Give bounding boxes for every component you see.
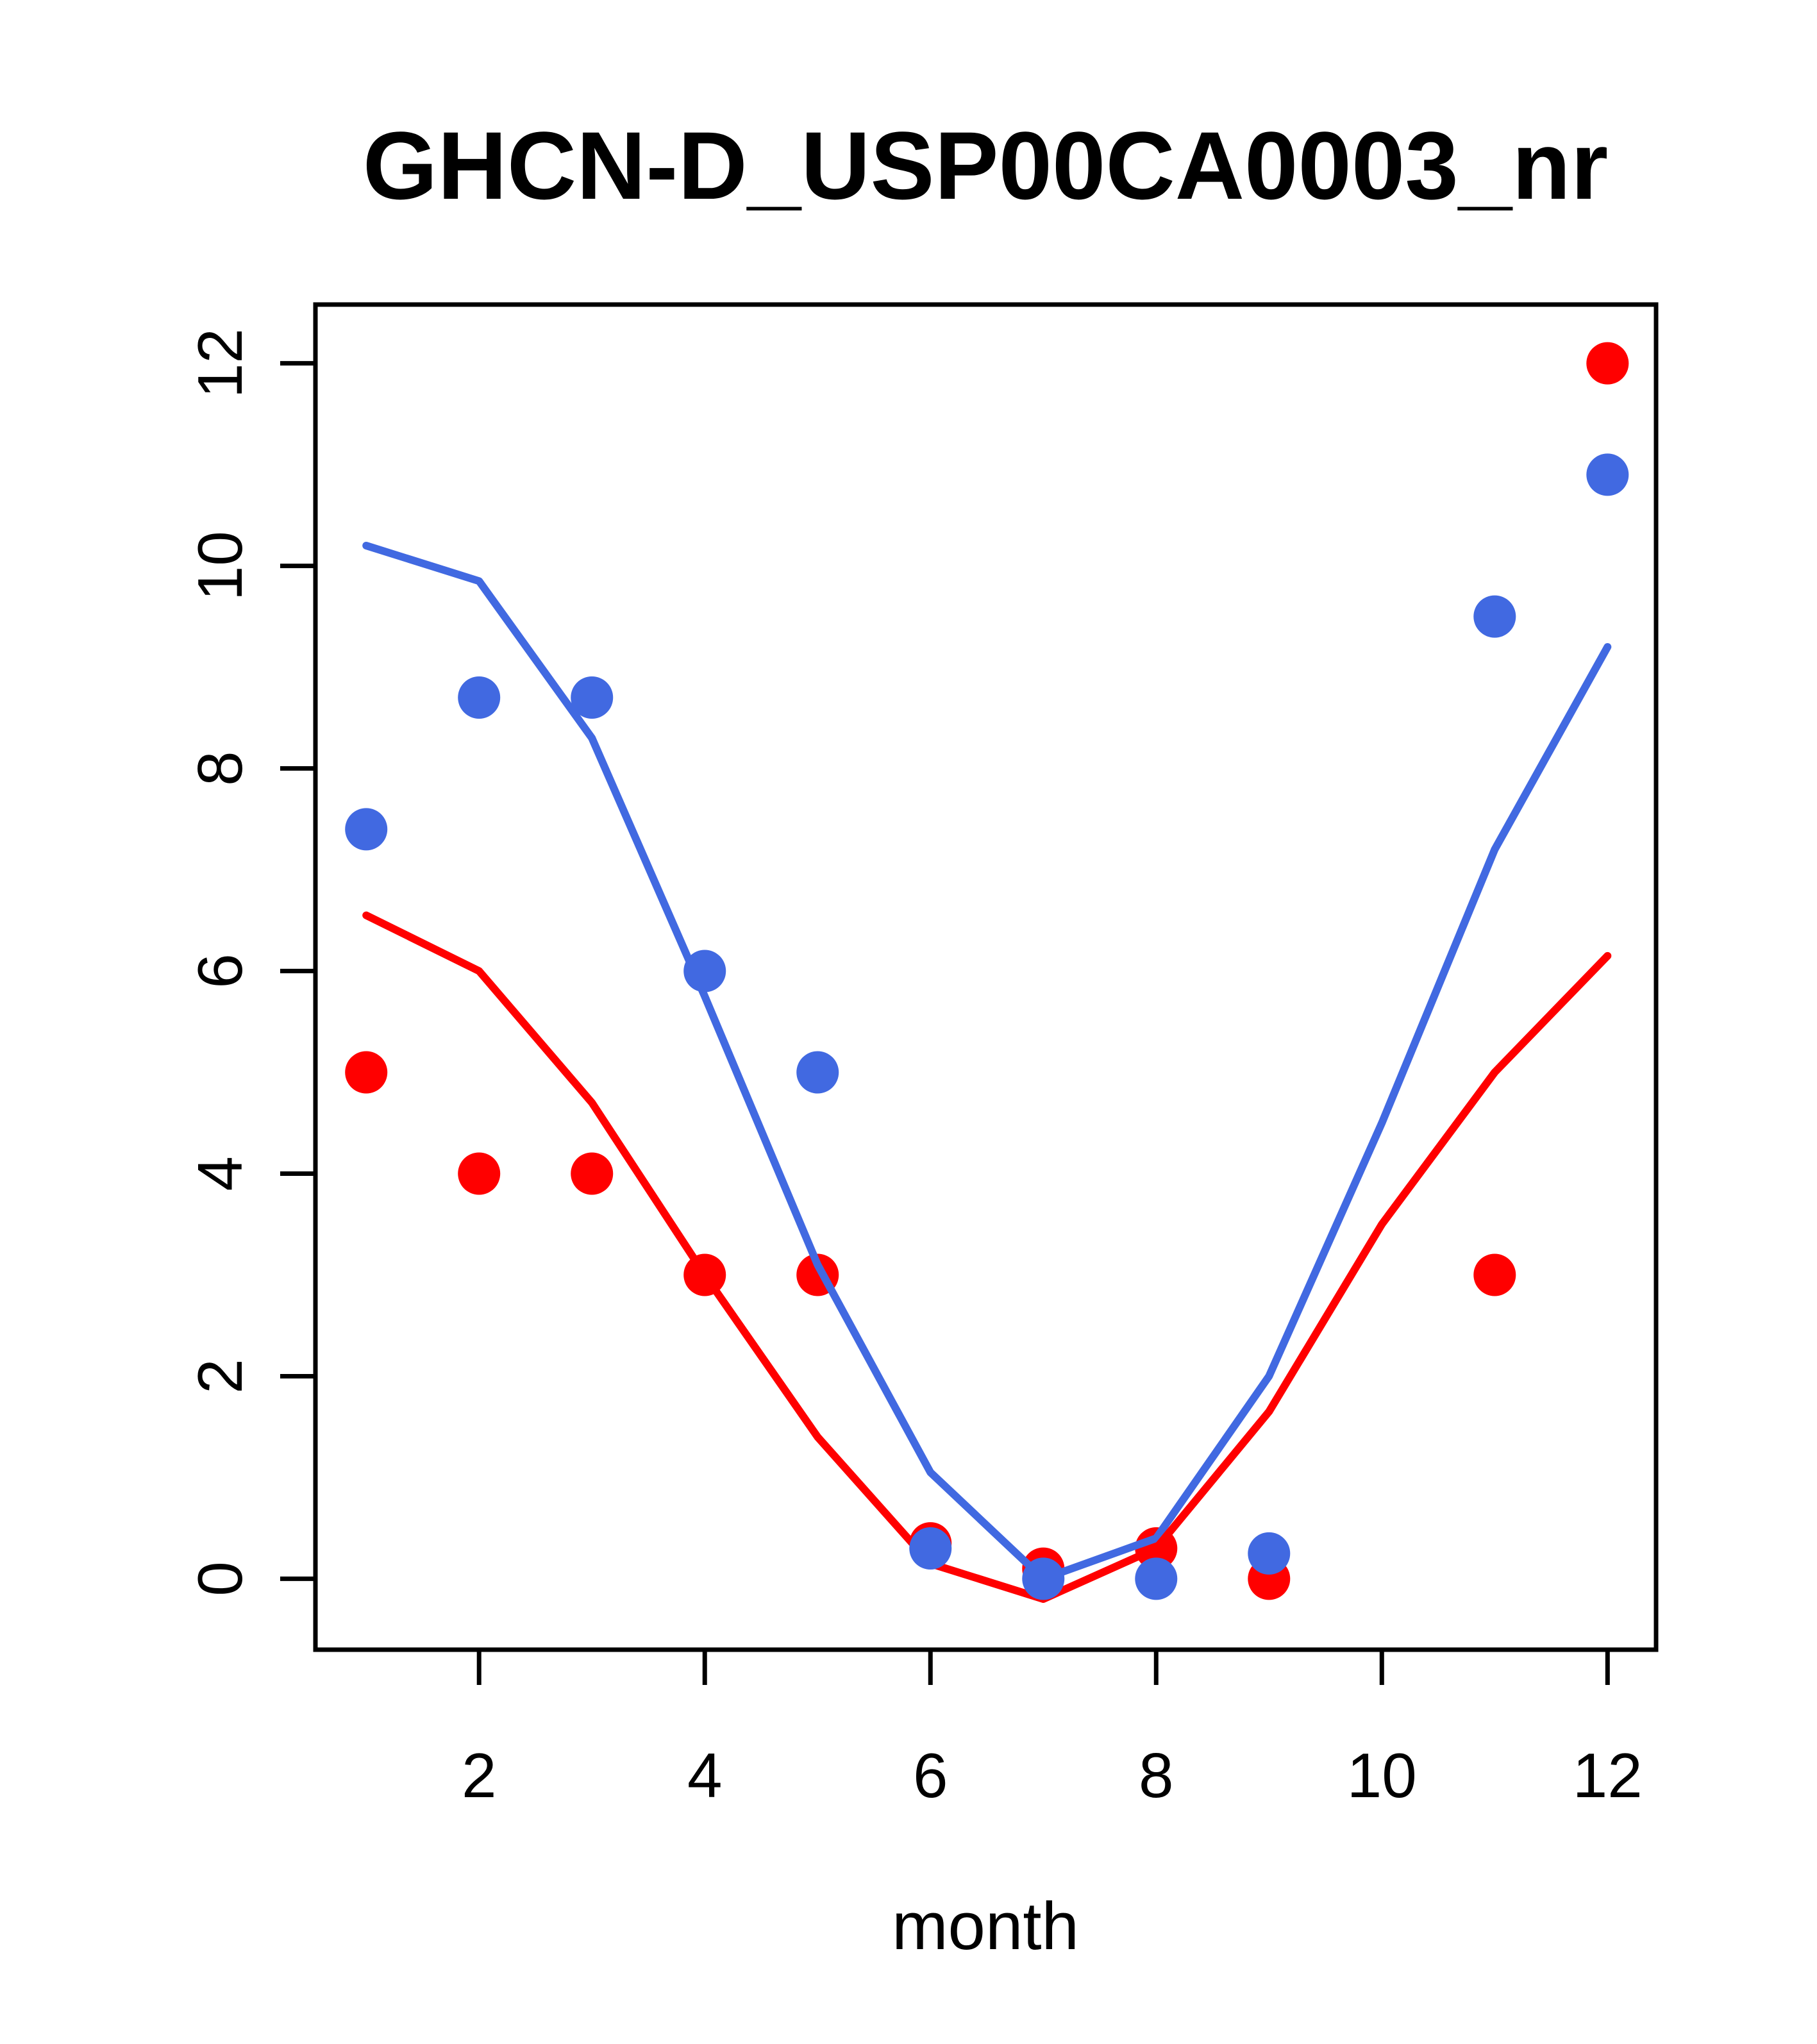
blue-points-point: [683, 950, 726, 993]
blue-points-point: [458, 676, 501, 719]
red-points-point: [458, 1152, 501, 1195]
y-tick-label: 4: [185, 1156, 255, 1191]
blue-points-point: [909, 1527, 952, 1570]
y-tick-label: 8: [185, 751, 255, 786]
axes: 2 4 6 8 10 12 0 2 4 6 8 10 12: [185, 328, 1643, 1811]
red-points-point: [571, 1152, 614, 1195]
y-tick-label: 2: [185, 1359, 255, 1394]
red-points-point: [345, 1051, 388, 1094]
y-tick-label: 6: [185, 953, 255, 989]
x-tick-label: 2: [462, 1740, 497, 1811]
x-tick-label: 6: [913, 1740, 948, 1811]
blue-points-point: [571, 676, 614, 719]
x-tick-label: 8: [1139, 1740, 1174, 1811]
blue-points-point: [345, 808, 388, 851]
blue-line: [362, 541, 1612, 1583]
blue-points-point: [1586, 453, 1629, 496]
x-tick-label: 12: [1573, 1740, 1643, 1811]
x-axis-label: month: [892, 1889, 1079, 1964]
x-tick-label: 4: [687, 1740, 723, 1811]
data-series: [345, 342, 1629, 1604]
red-line: [362, 911, 1612, 1604]
x-tick-label: 10: [1347, 1740, 1417, 1811]
y-tick-label: 0: [185, 1561, 255, 1596]
red-points-point: [1586, 342, 1629, 385]
y-tick-label: 12: [185, 328, 255, 398]
blue-points-point: [1473, 595, 1516, 638]
chart-title: GHCN-D_USP00CA0003_nr: [363, 112, 1608, 219]
blue-points-point: [1135, 1557, 1178, 1600]
blue-points-point: [1022, 1557, 1065, 1600]
plot-box: [313, 302, 1659, 1652]
blue-points-point: [1248, 1532, 1291, 1575]
red-points-point: [1473, 1253, 1516, 1296]
blue-points-point: [796, 1051, 839, 1094]
y-tick-label: 10: [185, 531, 255, 601]
